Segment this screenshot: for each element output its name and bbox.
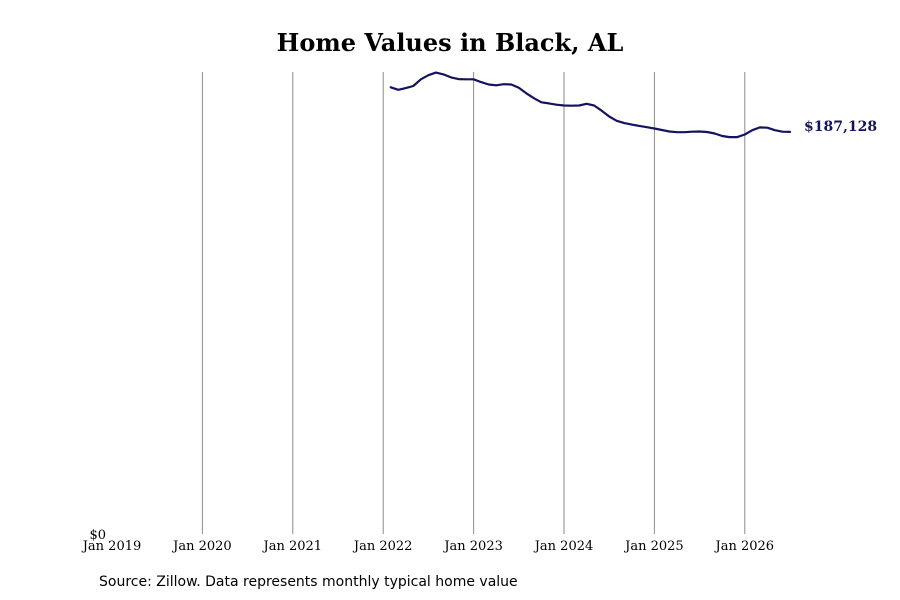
x-axis-ticks: Jan 2019 Jan 2020 Jan 2021 Jan 2022 Jan 2023…	[81, 539, 774, 554]
x-tick-label: Jan 2026	[714, 539, 775, 554]
chart-title: Home Values in Black, AL	[276, 28, 624, 57]
y-tick-label: $0	[89, 528, 106, 543]
x-tick-label: Jan 2019	[81, 539, 142, 554]
x-tick-label: Jan 2023	[442, 539, 503, 554]
gridlines	[201, 72, 746, 534]
source-note: Source: Zillow. Data represents monthly …	[99, 574, 518, 590]
series-line	[389, 71, 792, 139]
y-axis-ticks: $0	[89, 528, 106, 543]
x-tick-label: Jan 2022	[352, 539, 413, 554]
x-tick-label: Jan 2021	[262, 539, 323, 554]
end-value-label: $187,128	[804, 119, 877, 135]
x-tick-label: Jan 2024	[533, 539, 594, 554]
x-tick-label: Jan 2020	[171, 539, 232, 554]
x-tick-label: Jan 2025	[623, 539, 684, 554]
